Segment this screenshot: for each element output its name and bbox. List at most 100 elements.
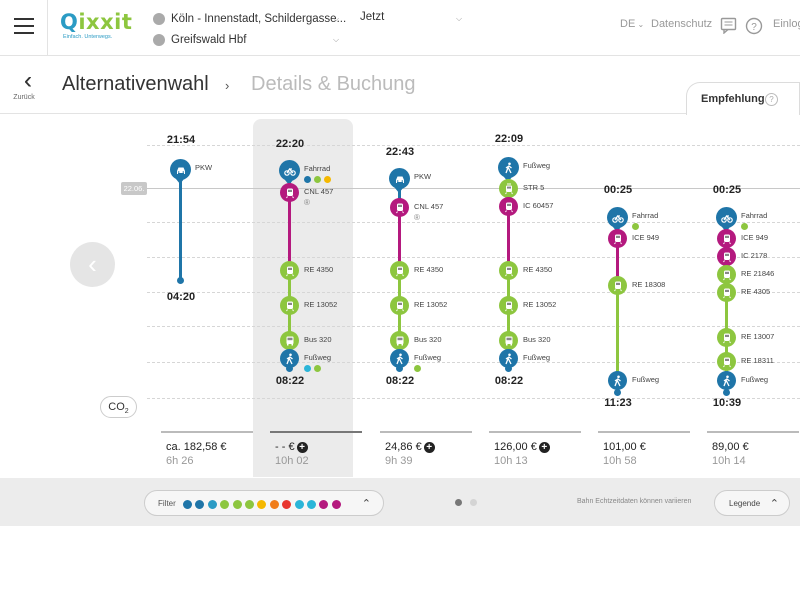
qixxit-logo[interactable]: Qixxit Einfach. Unterwegs. [60,10,140,46]
walk-icon [498,157,519,182]
train-icon [717,247,736,266]
price-block[interactable]: 126,00 € + 10h 13 [481,431,581,477]
add-icon[interactable]: + [423,441,435,453]
leg-label: RE 13007 [741,332,775,341]
destination-field[interactable]: Greifswald Hbf [153,32,246,48]
journey-option[interactable]: 22:09 Fußweg STR 5 IC 60457 RE 4350 RE 13052 B… [481,115,581,477]
price-divider [161,431,253,433]
price: ca. 182,58 € [166,441,227,453]
departure-time: 22:20 [275,138,305,150]
filter-mode-dots [183,500,344,509]
duration: 9h 39 [385,455,413,467]
feedback-icon[interactable] [720,17,737,37]
leg-label: PKW [195,163,213,172]
destination-dot-icon [153,34,165,46]
price-block[interactable]: 24,86 € + 9h 39 [372,431,472,477]
bike-icon [607,207,628,232]
duration: 10h 14 [712,455,746,467]
arrival-dot [396,365,403,372]
journey-option[interactable]: 00:25 Fahrrad ICE 949 RE 18308 Fußweg 11:23 10… [590,115,690,477]
back-button[interactable]: ‹‹ Zurück [8,69,40,106]
price-divider [707,431,799,433]
filter-mode-dot[interactable] [331,500,341,509]
price-block[interactable]: 101,00 € 10h 58 [590,431,690,477]
leg-label: Fußweg [741,375,769,384]
realtime-note: Bahn Echtzeitdaten können variieren [577,498,692,505]
option-dots [304,176,334,183]
chevron-down-icon[interactable]: ⌵ [333,35,340,44]
leg-label: RE 13052 [523,300,557,309]
breadcrumb: ‹‹ Zurück Alternativenwahl › Details & B… [0,56,800,115]
filter-mode-dot[interactable] [244,500,254,509]
filter-mode-dot[interactable] [183,500,192,509]
price-block[interactable]: 89,00 € 10h 14 [699,431,799,477]
journey-option[interactable]: 21:54 PKW 04:20 ca. 182,58 € 6h 26 [153,115,253,477]
logo-tagline: Einfach. Unterwegs. [63,34,113,40]
train-icon [717,328,736,347]
tab-empfehlung[interactable]: Empfehlung ? [686,82,800,115]
price: 126,00 € + [494,441,550,453]
privacy-link[interactable]: Datenschutz [651,18,713,30]
chevron-left-icon: ‹ [88,249,97,279]
filter-mode-dot[interactable] [257,500,267,509]
bus-icon [390,331,409,350]
train-icon [717,283,736,302]
bike-icon [279,160,300,185]
chevron-up-icon: ⌃ [361,498,371,510]
help-icon[interactable]: ? [765,93,778,106]
filter-mode-dot[interactable] [195,500,205,509]
grid-line [147,222,800,223]
departure-time: 22:43 [385,146,415,158]
add-icon[interactable]: + [538,441,550,453]
co2-button[interactable]: CO2 [100,396,137,418]
filter-mode-dot[interactable] [232,500,242,509]
leg-label: RE 4350 [304,265,334,274]
filter-mode-dot[interactable] [269,500,279,509]
option-dot [632,223,639,230]
previous-results-button[interactable]: ‹ [70,242,115,287]
time-select[interactable]: Jetzt ⌵ [360,11,470,27]
date-line [147,188,800,189]
origin-field[interactable]: Köln - Innenstadt, Schildergasse... [153,11,346,27]
journey-option[interactable]: 22:43 PKW CNL 457 ® RE 4350 RE 13052 Bus 320 Fu… [372,115,472,477]
login-link[interactable]: Einlog [773,18,800,30]
option-dot [414,365,421,372]
leg-label: RE 13052 [304,300,338,309]
filter-mode-dot[interactable] [282,500,292,509]
leg-label: RE 18311 [741,356,774,365]
option-dots [304,365,324,372]
filter-button[interactable]: Filter ⌃ [144,490,384,516]
filter-mode-dot[interactable] [294,500,304,509]
walk-icon [280,349,299,368]
journey-option[interactable]: 00:25 Fahrrad ICE 949 IC 2178 RE 21846 RE 430… [699,115,799,477]
language-select[interactable]: DE ⌄ [620,18,645,30]
tram-icon [499,179,518,198]
legend-button[interactable]: Legende ⌃ [714,490,790,516]
filter-mode-dot[interactable] [220,500,230,509]
leg-label: Fahrrad [632,211,659,220]
add-icon[interactable]: + [296,441,308,453]
page-dot[interactable] [470,499,477,506]
price: 89,00 € [712,441,749,453]
walk-icon [390,349,409,368]
train-icon [717,229,736,248]
help-icon[interactable]: ? [745,17,763,38]
option-dot [304,176,311,183]
page-dot-active[interactable] [455,499,462,506]
journey-option[interactable]: 22:20 Fahrrad CNL 457 ® RE 4350 RE 13052 Bus 3… [262,115,362,477]
leg-line [398,207,401,270]
filter-mode-dot[interactable] [306,500,316,509]
menu-icon[interactable] [14,18,34,34]
bus-icon [499,331,518,350]
step-current: Alternativenwahl [62,73,209,95]
filter-mode-dot[interactable] [319,500,329,509]
price-block[interactable]: ca. 182,58 € 6h 26 [153,431,253,477]
train-icon [280,261,299,280]
arrival-dot [614,389,621,396]
price-block[interactable]: - - € + 10h 02 [262,431,362,477]
chevron-down-icon[interactable]: ⌵ [333,14,340,23]
step-next[interactable]: Details & Buchung [251,73,416,95]
filter-mode-dot[interactable] [207,500,217,509]
option-dots [414,365,424,372]
leg-line [288,192,291,270]
